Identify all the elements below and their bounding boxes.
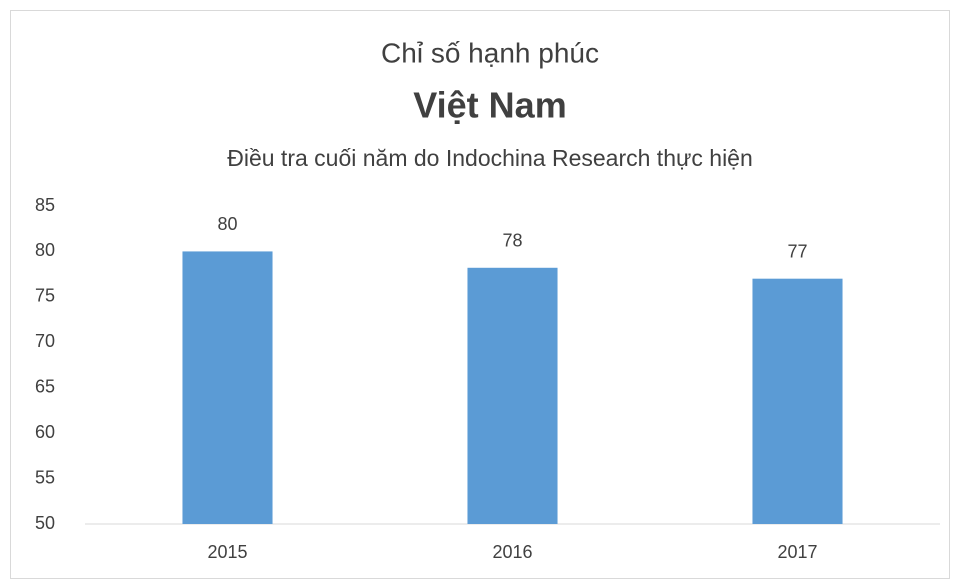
bar [752,278,843,524]
chart-title: Chỉ số hạnh phúc [381,37,599,68]
y-tick-label: 60 [35,422,55,442]
x-tick-label: 2015 [207,542,247,562]
y-tick-label: 75 [35,286,55,306]
y-tick-label: 70 [35,331,55,351]
y-tick-label: 65 [35,376,55,396]
y-tick-label: 85 [35,195,55,215]
data-label: 80 [217,214,237,234]
chart-title: Việt Nam [413,85,566,126]
bar [182,251,273,524]
x-tick-label: 2017 [777,542,817,562]
chart-subtitle: Điều tra cuối năm do Indochina Research … [227,145,753,171]
y-tick-label: 80 [35,240,55,260]
data-label: 78 [502,231,522,251]
data-label: 77 [787,241,807,261]
bar [467,267,558,524]
x-tick-label: 2016 [492,542,532,562]
y-tick-label: 55 [35,467,55,487]
y-tick-label: 50 [35,513,55,533]
